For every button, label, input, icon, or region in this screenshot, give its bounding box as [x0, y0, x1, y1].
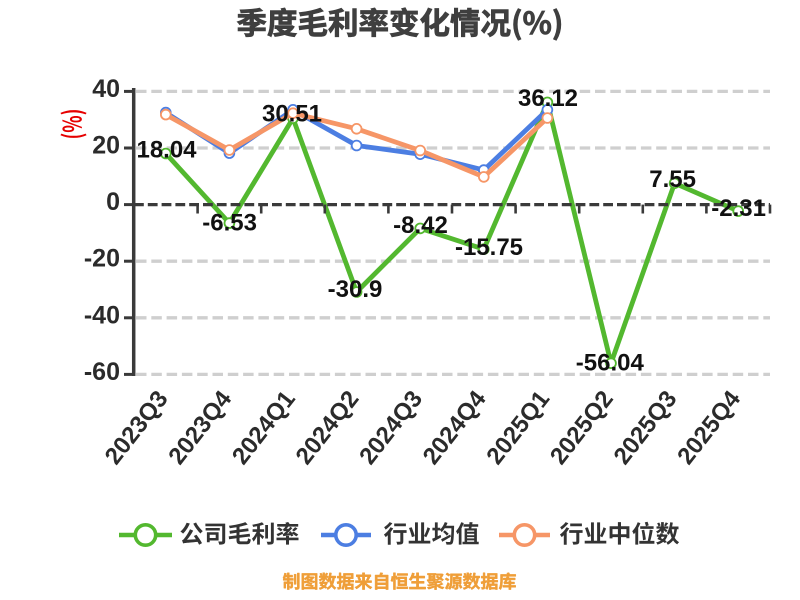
svg-text:-30.9: -30.9	[328, 276, 383, 303]
svg-text:-56.04: -56.04	[576, 349, 645, 376]
svg-text:-40: -40	[84, 301, 120, 329]
svg-text:-6.53: -6.53	[202, 209, 257, 236]
svg-text:36.12: 36.12	[518, 85, 578, 112]
svg-text:-60: -60	[84, 358, 120, 386]
svg-text:7.55: 7.55	[649, 166, 696, 193]
svg-text:20: 20	[92, 132, 120, 160]
svg-text:-15.75: -15.75	[455, 234, 523, 261]
svg-text:18.04: 18.04	[136, 137, 197, 164]
svg-text:30.51: 30.51	[262, 100, 322, 127]
svg-text:-8.42: -8.42	[393, 212, 448, 239]
svg-text:-20: -20	[84, 245, 120, 273]
svg-text:0: 0	[106, 188, 120, 216]
svg-text:-2.31: -2.31	[711, 195, 766, 222]
svg-text:40: 40	[92, 75, 120, 103]
